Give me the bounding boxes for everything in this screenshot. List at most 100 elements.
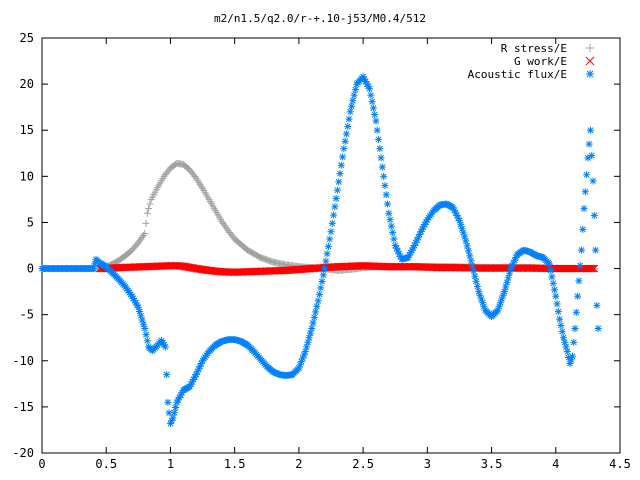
y-tick-label: 20 — [20, 77, 34, 91]
data-point — [463, 242, 471, 250]
data-point — [586, 44, 594, 52]
data-point — [471, 272, 479, 280]
data-point — [312, 308, 320, 316]
data-point — [384, 200, 392, 208]
data-point — [590, 212, 598, 220]
data-point — [327, 228, 335, 236]
series-0 — [38, 159, 598, 274]
data-point — [141, 325, 149, 332]
data-point — [389, 229, 397, 237]
data-point — [299, 354, 307, 362]
data-point — [592, 246, 600, 254]
data-point — [146, 200, 154, 208]
y-axis: 25 20 15 10 5 0 -5 -10 -15 -20 — [12, 31, 620, 460]
data-point — [336, 170, 344, 178]
data-point — [318, 277, 326, 285]
data-point — [142, 331, 150, 339]
data-point — [346, 108, 354, 116]
data-point — [169, 414, 177, 422]
data-point — [583, 171, 591, 179]
data-point — [562, 343, 570, 351]
legend-label: G work/E — [514, 55, 567, 68]
data-point — [387, 222, 395, 230]
data-point — [344, 123, 352, 131]
data-point — [143, 209, 151, 217]
y-tick-label: 0 — [27, 262, 34, 276]
data-point — [556, 315, 564, 323]
data-point — [580, 205, 588, 213]
data-point — [375, 135, 383, 143]
chart-title: m2/n1.5/q2.0/r-+.10-j53/M0.4/512 — [214, 12, 426, 25]
data-point — [323, 250, 331, 258]
data-point — [348, 102, 356, 110]
data-point — [340, 145, 348, 153]
data-point — [376, 145, 384, 153]
data-point — [390, 235, 398, 243]
data-point — [89, 265, 97, 273]
y-tick-label: 5 — [27, 215, 34, 229]
x-tick-label: 4.5 — [609, 457, 631, 471]
data-point — [386, 216, 394, 224]
data-point — [502, 283, 510, 291]
data-point — [145, 205, 153, 213]
x-tick-label: 4 — [552, 457, 559, 471]
data-point — [371, 111, 379, 119]
data-point — [590, 264, 599, 273]
data-point — [500, 288, 508, 296]
data-point — [368, 98, 376, 106]
data-point — [314, 297, 322, 305]
data-point — [308, 325, 316, 332]
data-point — [552, 292, 560, 300]
data-point — [309, 319, 317, 327]
data-point — [553, 300, 561, 308]
data-point — [328, 219, 336, 227]
data-point — [575, 277, 583, 285]
data-point — [381, 182, 389, 190]
data-point — [466, 252, 474, 260]
data-point — [462, 237, 470, 245]
data-point — [367, 91, 375, 99]
data-point — [585, 56, 595, 66]
data-point — [319, 271, 327, 279]
data-point — [331, 203, 339, 211]
data-point — [337, 161, 345, 169]
data-point — [322, 257, 330, 265]
data-point — [593, 301, 601, 309]
data-point — [335, 178, 343, 186]
data-point — [574, 292, 582, 300]
y-tick-label: -10 — [12, 354, 34, 368]
data-point — [548, 273, 556, 281]
data-point — [558, 328, 566, 336]
data-point — [503, 278, 511, 286]
x-tick-label: 0 — [38, 457, 45, 471]
data-point — [321, 265, 329, 273]
legend-label: Acoustic flux/E — [468, 68, 567, 81]
data-point — [464, 247, 472, 255]
data-point — [366, 85, 374, 93]
data-point — [572, 308, 580, 316]
data-point — [372, 117, 380, 125]
y-tick-label: 15 — [20, 123, 34, 137]
data-point — [191, 173, 199, 181]
data-point — [172, 404, 180, 412]
data-point — [470, 267, 478, 275]
x-tick-label: 3 — [424, 457, 431, 471]
data-point — [504, 274, 512, 282]
data-point — [342, 130, 350, 138]
data-point — [557, 321, 565, 329]
data-point — [568, 352, 576, 360]
data-point — [554, 308, 562, 316]
data-point — [579, 225, 587, 233]
y-tick-label: -20 — [12, 446, 34, 460]
x-tick-label: 0.5 — [95, 457, 117, 471]
data-point — [339, 153, 347, 161]
data-point — [330, 211, 338, 219]
data-point — [349, 97, 357, 105]
data-point — [576, 261, 584, 269]
data-point — [377, 154, 385, 162]
data-point — [163, 371, 171, 379]
data-point — [345, 115, 353, 123]
data-point — [161, 343, 169, 351]
data-point — [589, 177, 597, 185]
